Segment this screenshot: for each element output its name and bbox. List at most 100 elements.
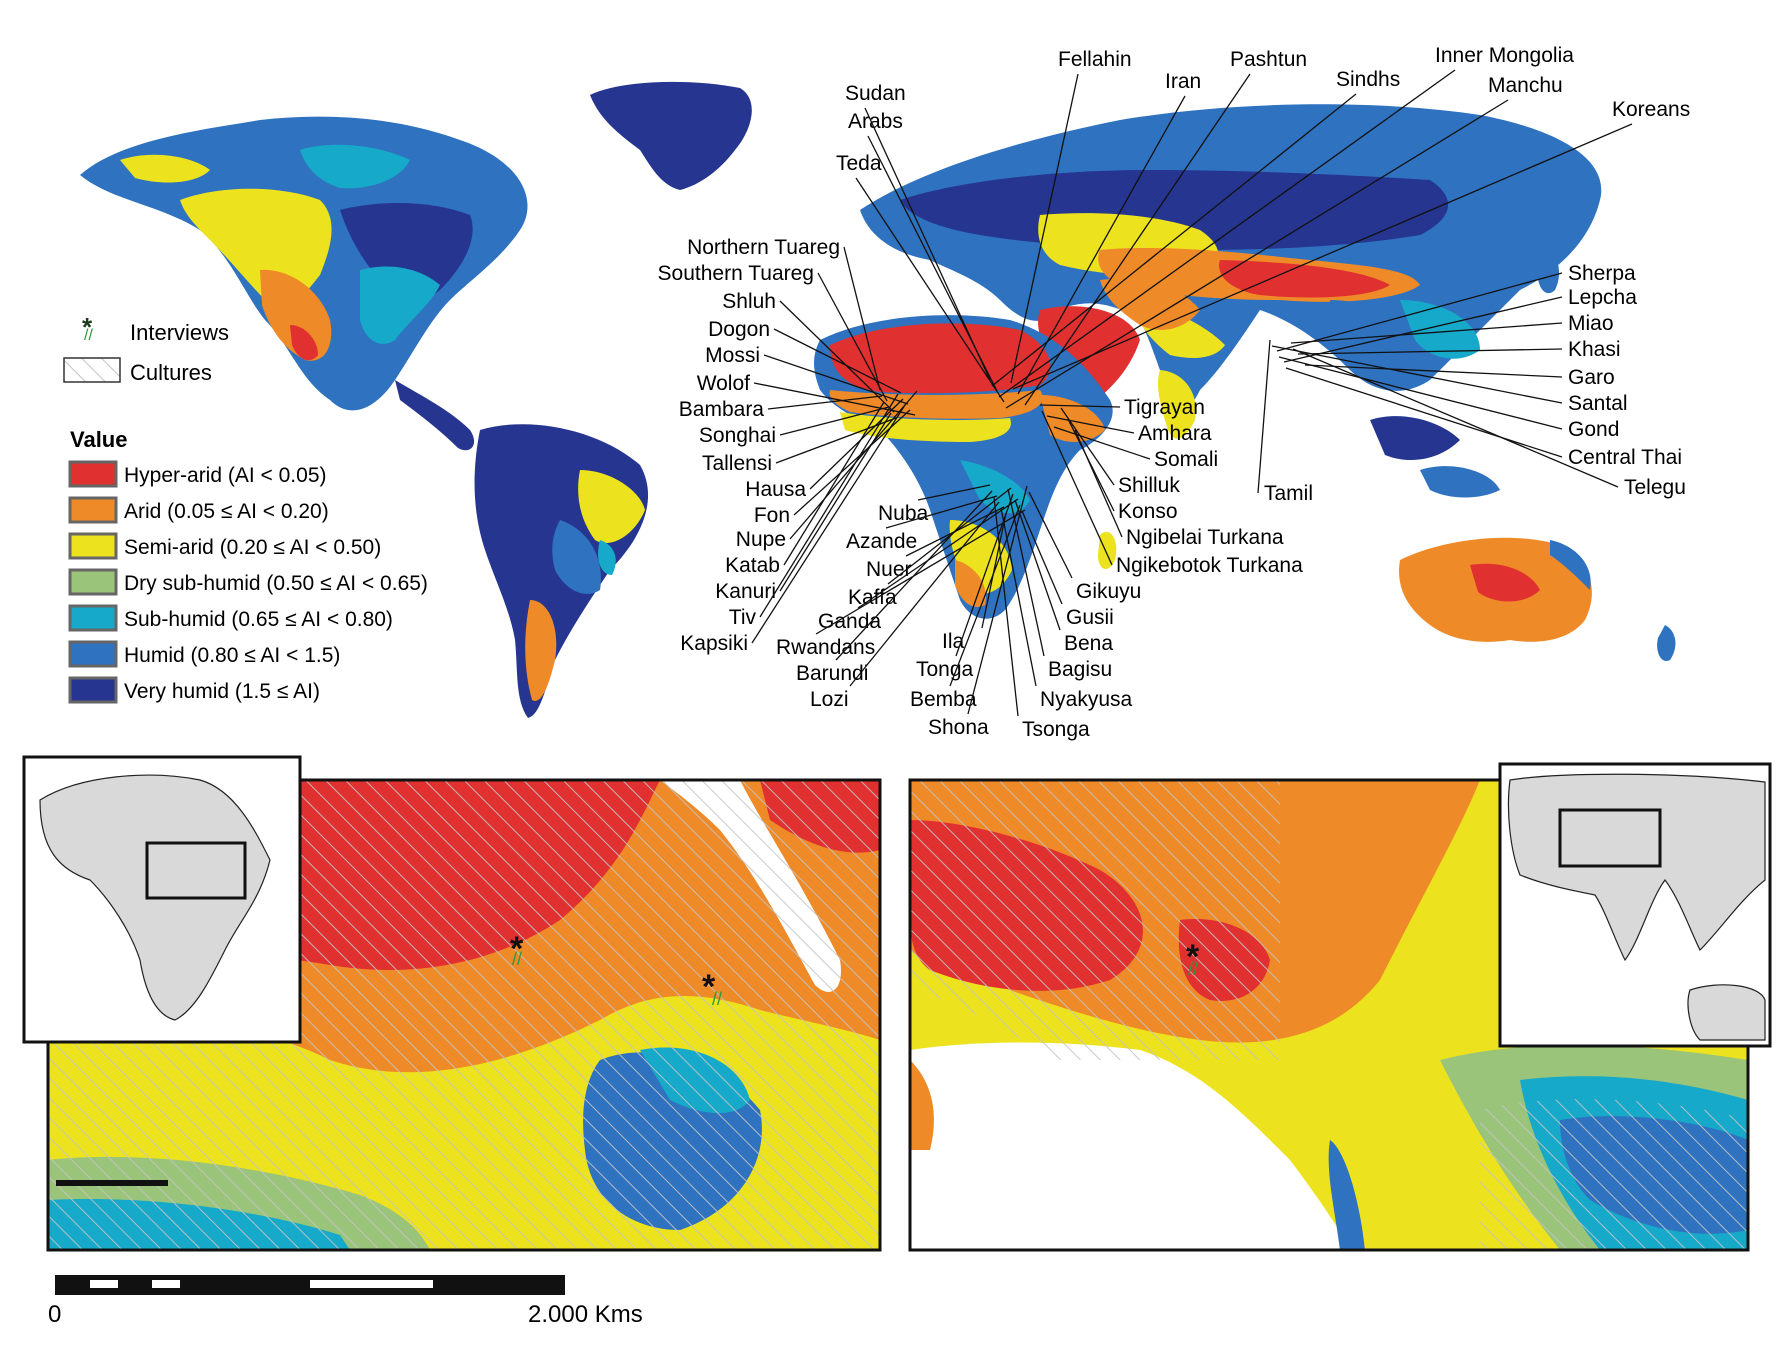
leader-line (949, 504, 1021, 687)
leader-line (843, 246, 881, 391)
scale-bar: 0 2.000 Kms (48, 1275, 643, 1328)
culture-label: Fon (754, 504, 790, 527)
leader-line (1278, 356, 1563, 430)
legend-cultures-label: Cultures (130, 360, 212, 385)
culture-label: Barundi (796, 662, 868, 685)
land-southeast-asia (1370, 249, 1560, 498)
culture-label: Southern Tuareg (658, 262, 814, 285)
legend-swatch (68, 568, 118, 596)
leader-line (809, 398, 904, 490)
culture-label: Nupe (736, 528, 786, 551)
land-north-america (80, 116, 528, 411)
leader-line (759, 393, 899, 618)
culture-label: Manchu (1488, 74, 1563, 97)
culture-label: Khasi (1568, 338, 1621, 361)
land-new-zealand (1657, 625, 1676, 661)
legend-interviews-label: Interviews (130, 320, 229, 345)
leader-line (1074, 429, 1123, 538)
legend-class-label: Semi-arid (0.20 ≤ AI < 0.50) (124, 536, 381, 559)
leader-line (1290, 322, 1563, 344)
culture-label: Bena (1064, 632, 1113, 655)
culture-label: Ngibelai Turkana (1126, 526, 1284, 549)
culture-label: Arabs (848, 110, 903, 133)
leader-line (773, 328, 902, 394)
culture-label: Azande (846, 530, 917, 553)
legend-class-label: Arid (0.05 ≤ AI < 0.20) (124, 500, 329, 523)
leader-line (917, 484, 991, 501)
land-japan (1495, 259, 1517, 300)
leader-line (763, 354, 909, 405)
world-map (80, 81, 1676, 718)
culture-label: Teda (836, 152, 882, 175)
legend-class-label: Dry sub-humid (0.50 ≤ AI < 0.65) (124, 572, 428, 595)
legend-cultures: Cultures (63, 357, 212, 385)
culture-label: Northern Tuareg (687, 236, 840, 259)
culture-label: Tonga (916, 658, 974, 681)
leader-line (835, 490, 993, 661)
leader-line (887, 487, 1012, 585)
legend-interviews: * // Interviews (82, 312, 229, 345)
leader-line (998, 69, 1456, 398)
culture-label: Shluh (722, 290, 776, 313)
leader-lines (751, 69, 1633, 717)
leader-line (1292, 348, 1619, 488)
leader-line (993, 496, 1019, 717)
legend-swatch (68, 676, 118, 704)
culture-label: Iran (1165, 70, 1201, 93)
legend-value-title: Value (70, 427, 127, 452)
culture-label: Sudan (845, 82, 906, 105)
inset-a-locator (22, 755, 302, 1044)
culture-label: Ngikebotok Turkana (1116, 554, 1303, 577)
legend: * // Interviews Cultures Value Hyper-ari… (63, 312, 428, 704)
inset-a-interview-1: * // (510, 930, 524, 969)
inset-africa: * // * // (22, 755, 882, 1252)
culture-label: Pashtun (1230, 48, 1307, 71)
svg-text://: // (512, 949, 522, 969)
leader-line (1028, 491, 1073, 579)
leader-line (857, 498, 1019, 609)
leader-line (1000, 507, 1037, 687)
leader-line (775, 417, 897, 464)
legend-class-label: Hyper-arid (AI < 0.05) (124, 464, 327, 487)
culture-label: Telegu (1624, 476, 1686, 499)
land-south-america (474, 424, 649, 718)
leader-line (1012, 123, 1633, 390)
svg-text:*: * (1186, 938, 1200, 976)
leader-line (779, 406, 890, 436)
culture-label: Shilluk (1118, 474, 1180, 497)
culture-label: Central Thai (1568, 446, 1682, 469)
culture-label: Katab (725, 554, 780, 577)
leader-line (1010, 73, 1079, 384)
inset-b-ocean-corner (910, 1060, 934, 1150)
interview-icon: * (82, 312, 93, 342)
culture-label: Nuba (878, 502, 929, 525)
culture-label: Dogon (708, 318, 770, 341)
inset-south-asia: * // (908, 762, 1772, 1252)
land-iran-region (1100, 278, 1200, 330)
locator-australia-land (1687, 984, 1766, 1041)
locator-extent-box-b (1558, 808, 1662, 868)
land-greenland (590, 81, 752, 190)
culture-label: Tigrayan (1124, 396, 1205, 419)
culture-label: Inner Mongolia (1435, 44, 1574, 67)
leader-line (1017, 95, 1186, 395)
culture-label: Bemba (910, 688, 977, 711)
culture-label: Miao (1568, 312, 1614, 335)
culture-label: Mossi (705, 344, 760, 367)
culture-label: Gond (1568, 418, 1619, 441)
inset-a-interview-2: * // (702, 968, 722, 1009)
inset-b-cultures-hatch (910, 780, 1280, 1060)
legend-swatch (68, 640, 118, 668)
culture-label: Koreans (1612, 98, 1690, 121)
culture-label: Lozi (810, 688, 849, 711)
inset-b-locator (1498, 762, 1772, 1048)
culture-label: Shona (928, 716, 989, 739)
legend-class-label: Very humid (1.5 ≤ AI) (124, 680, 320, 703)
legend-swatch (68, 460, 118, 488)
leader-line (1041, 410, 1113, 566)
leader-line (1021, 510, 1063, 605)
leader-line (1024, 73, 1251, 406)
culture-label: Konso (1118, 500, 1178, 523)
leader-line (1297, 348, 1563, 355)
